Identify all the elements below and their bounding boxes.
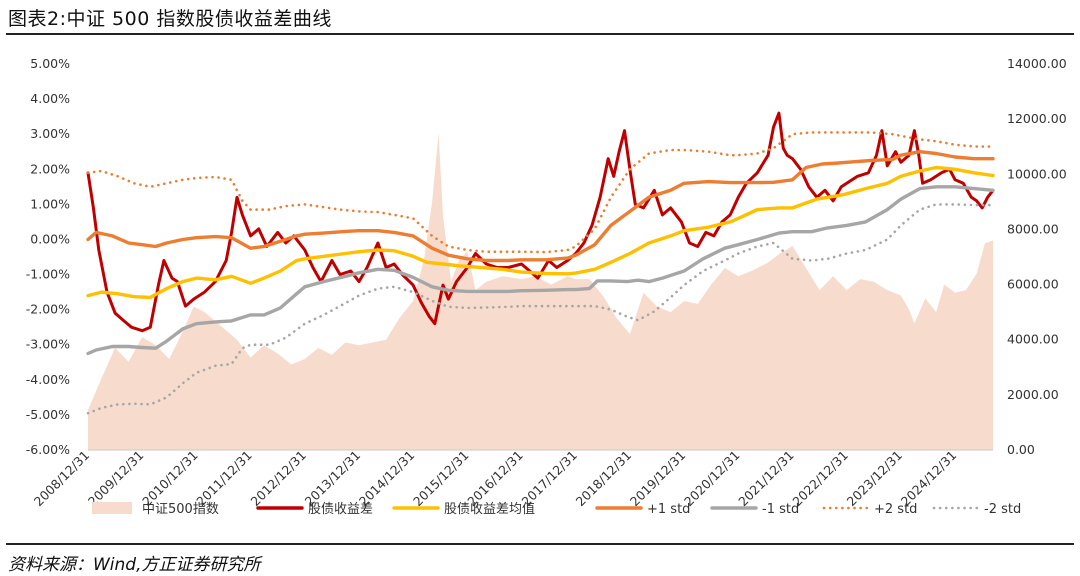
yield-gap-chart: -6.00% -5.00% -4.00% -3.00% -2.00% -1.00% 0.00… [26, 56, 1067, 517]
legend: 中证500指数 股债收益差 股债收益差均值 +1 std -1 std +2 std -2 … [92, 501, 1021, 517]
right-tick-label: 4000.00 [1007, 332, 1059, 347]
source-note: 资料来源：Wind,方正证券研究所 [8, 555, 261, 575]
right-tick-label: 0.00 [1007, 442, 1035, 457]
legend-label: 股债收益差均值 [444, 501, 535, 517]
right-tick-label: 14000.00 [1007, 56, 1067, 71]
x-tick-label: 2024/12/31 [898, 447, 960, 509]
x-tick-label: 2015/12/31 [410, 448, 472, 510]
x-tick-label: 2022/12/31 [789, 448, 851, 510]
left-tick-label: -2.00% [26, 302, 70, 317]
left-tick-label: -6.00% [26, 442, 70, 457]
x-tick-label: 2009/12/31 [85, 448, 147, 510]
legend-swatch-area [92, 502, 132, 514]
left-axis: -6.00% -5.00% -4.00% -3.00% -2.00% -1.00% 0.00… [26, 56, 70, 457]
left-tick-label: 0.00% [30, 231, 70, 246]
left-tick-label: 1.00% [30, 196, 70, 211]
footer-rule [6, 543, 1074, 545]
right-tick-label: 10000.00 [1007, 166, 1067, 181]
left-tick-label: 5.00% [30, 56, 70, 71]
legend-label: 股债收益差 [308, 502, 373, 517]
x-tick-label: 2013/12/31 [302, 447, 364, 509]
series-line [86, 185, 995, 356]
legend-label: 中证500指数 [142, 502, 219, 517]
x-tick-label: 2011/12/31 [193, 447, 255, 509]
line-layer [86, 111, 995, 415]
legend-label: -2 std [984, 502, 1021, 517]
left-tick-label: 4.00% [30, 91, 70, 106]
page-title: 图表2:中证 500 指数股债收益差曲线 [8, 8, 332, 30]
left-tick-label: 2.00% [30, 161, 70, 176]
left-tick-label: -3.00% [26, 337, 70, 352]
series-line [86, 165, 995, 300]
right-tick-label: 6000.00 [1007, 277, 1059, 292]
x-tick-label: 2017/12/31 [518, 448, 580, 510]
right-tick-label: 12000.00 [1007, 111, 1067, 126]
x-tick-label: 2016/12/31 [464, 448, 526, 510]
x-axis: 2008/12/312009/12/312010/12/312011/12/31… [31, 447, 993, 509]
x-tick-label: 2021/12/31 [735, 448, 797, 510]
x-tick-label: 2019/12/31 [627, 448, 689, 510]
left-tick-label: 3.00% [30, 126, 70, 141]
x-tick-label: 2010/12/31 [139, 448, 201, 510]
title-rule [6, 33, 1074, 35]
left-tick-label: -1.00% [26, 267, 70, 282]
x-tick-label: 2020/12/31 [681, 448, 743, 510]
x-tick-label: 2023/12/31 [844, 447, 906, 509]
left-tick-label: -4.00% [26, 372, 70, 387]
legend-label: +2 std [874, 502, 917, 517]
right-tick-label: 8000.00 [1007, 221, 1059, 236]
right-axis: 0.00 2000.00 4000.00 6000.00 8000.00 10000.00… [1007, 56, 1067, 457]
series-line [86, 150, 995, 263]
legend-label: +1 std [647, 502, 690, 517]
x-tick-label: 2012/12/31 [247, 447, 309, 509]
left-tick-label: -5.00% [26, 407, 70, 422]
x-tick-label: 2014/12/31 [356, 448, 418, 510]
x-tick-label: 2018/12/31 [573, 448, 635, 510]
legend-label: -1 std [762, 502, 799, 517]
right-tick-label: 2000.00 [1007, 387, 1059, 402]
